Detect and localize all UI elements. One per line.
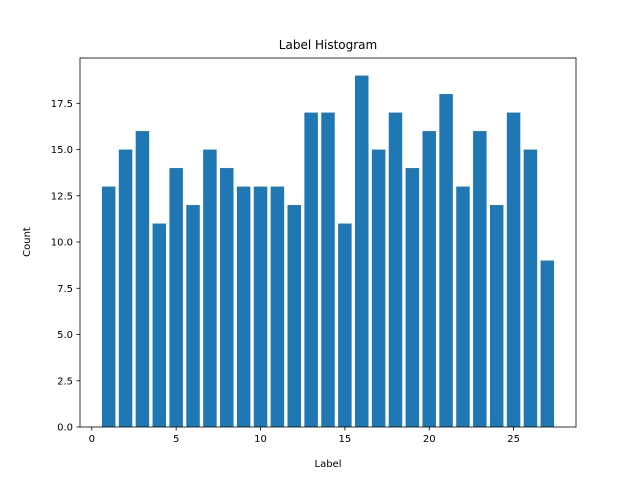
- bar-label-5: [169, 168, 183, 428]
- y-axis-label: Count: [22, 227, 33, 257]
- bar-label-14: [321, 112, 335, 428]
- bar-label-6: [186, 205, 200, 427]
- bar-label-11: [270, 186, 285, 427]
- bar-label-2: [118, 149, 133, 427]
- bar-label-16: [354, 75, 369, 428]
- chart-title: Label Histogram: [279, 38, 377, 52]
- x-tick-label: 25: [507, 434, 520, 445]
- bar-label-20: [422, 131, 436, 427]
- bar-label-21: [439, 94, 453, 427]
- x-tick-label: 20: [423, 434, 436, 445]
- y-tick-label: 5.0: [57, 330, 73, 341]
- bar-label-22: [456, 186, 470, 427]
- y-tick-label: 2.5: [57, 376, 73, 387]
- y-tick-label: 12.5: [51, 191, 73, 202]
- y-tick-label: 15.0: [51, 145, 73, 156]
- y-tick-label: 10.0: [51, 238, 73, 249]
- x-tick-label: 10: [254, 434, 267, 445]
- bars-layer: [101, 75, 555, 428]
- x-tick-label: 5: [173, 434, 179, 445]
- bar-label-24: [489, 205, 504, 427]
- y-tick-label: 7.5: [57, 284, 73, 295]
- bar-label-26: [523, 149, 538, 427]
- bar-label-27: [540, 260, 555, 427]
- bar-label-25: [506, 112, 521, 428]
- bar-label-18: [388, 112, 403, 428]
- axes-layer: 0 5 10 15 20 25 0.0 2.5 5.0 7.5 10.0 12.5 15.0 17.5: [51, 57, 577, 445]
- plot-frame: [79, 57, 577, 428]
- bar-label-3: [135, 131, 150, 427]
- x-axis-label: Label: [315, 459, 342, 470]
- bar-label-15: [338, 223, 352, 427]
- bar-label-8: [220, 168, 234, 428]
- bar-label-9: [236, 186, 251, 427]
- y-tick-label: 0.0: [57, 423, 73, 434]
- bar-label-12: [287, 205, 302, 427]
- x-tick-label: 15: [339, 434, 352, 445]
- bar-label-19: [405, 168, 420, 428]
- y-tick-label: 17.5: [51, 99, 73, 110]
- x-tick-label: 0: [89, 434, 95, 445]
- bar-label-7: [203, 149, 217, 427]
- bar-label-23: [473, 131, 487, 427]
- bar-label-10: [253, 186, 268, 427]
- bar-label-4: [152, 223, 167, 427]
- bar-label-17: [371, 149, 386, 427]
- bar-label-1: [101, 186, 116, 427]
- bar-label-13: [304, 112, 318, 428]
